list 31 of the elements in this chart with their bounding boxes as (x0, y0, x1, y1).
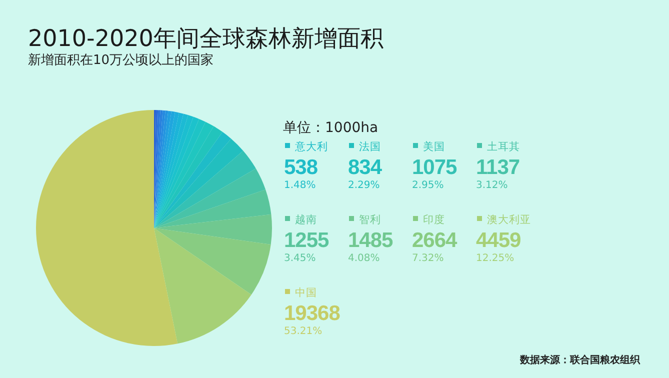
legend-label: 法国 (359, 140, 381, 153)
legend-label: 智利 (359, 213, 381, 226)
chart-title: 2010-2020年间全球森林新增面积 (28, 26, 384, 52)
text: 1.48% (284, 180, 316, 191)
legend-label: 澳大利亚 (487, 213, 531, 226)
data-label: 538 (284, 156, 318, 179)
chart-subtitle: 新增面积在10万公顷以上的国家 (28, 52, 214, 68)
data-label: 1485 (348, 229, 394, 252)
data-label: 2664 (412, 229, 458, 252)
legend-label: 印度 (423, 213, 445, 226)
source-note: 数据来源：联合国粮农组织 (519, 354, 641, 366)
text: 2.29% (348, 180, 380, 191)
text: 2.95% (412, 180, 444, 191)
data-label: 19368 (284, 302, 341, 325)
text: 7.32% (412, 253, 444, 264)
text: 53.21% (284, 326, 322, 337)
text: 12.25% (476, 253, 514, 264)
data-label: 1075 (412, 156, 458, 179)
legend-label: 中国 (295, 286, 317, 299)
legend-label: 美国 (423, 140, 445, 153)
text: 单位：1000ha (283, 120, 378, 136)
text: 3.45% (284, 253, 316, 264)
data-label: 834 (348, 156, 382, 179)
legend-label: 意大利 (294, 140, 328, 153)
data-label: 1255 (284, 229, 330, 252)
text: 3.12% (476, 180, 508, 191)
legend-label: 土耳其 (487, 140, 520, 153)
data-label: 4459 (476, 229, 521, 252)
data-label: 1137 (476, 156, 520, 179)
text: 4.08% (348, 253, 380, 264)
legend-label: 越南 (295, 213, 317, 226)
